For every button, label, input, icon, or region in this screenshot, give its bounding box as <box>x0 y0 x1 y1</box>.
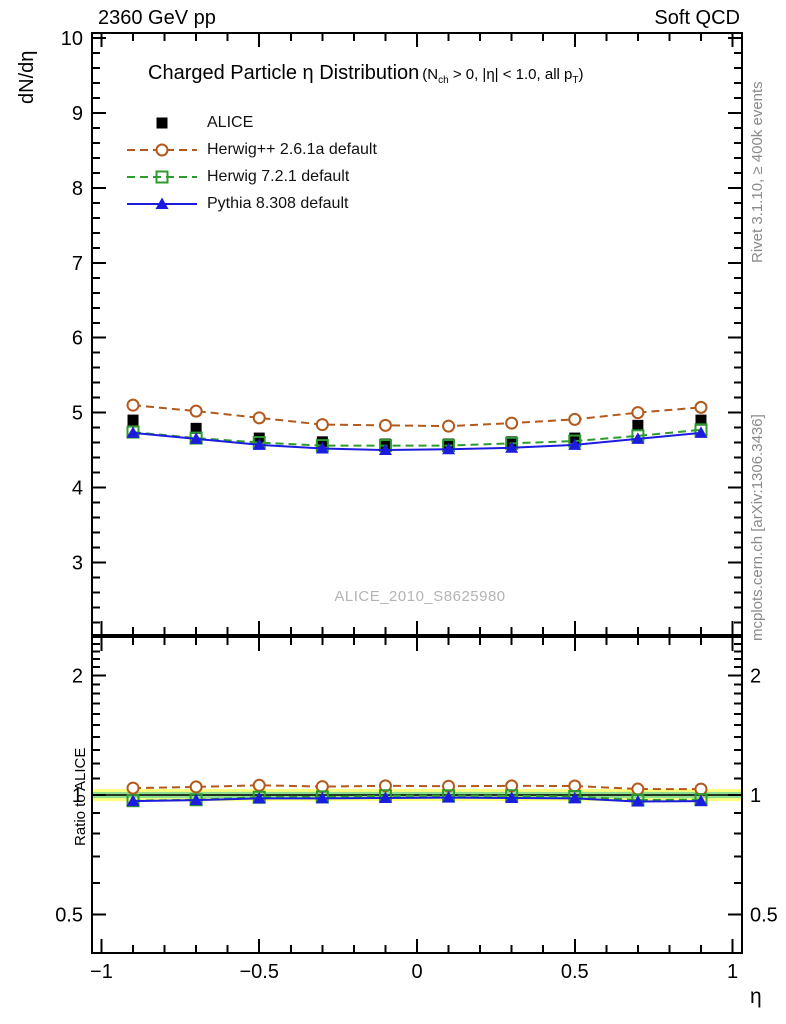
legend: ALICE Herwig++ 2.6.1a default Herwig 7.2.1… <box>127 109 377 217</box>
svg-text:6: 6 <box>72 328 83 350</box>
series-main-alice <box>127 414 707 450</box>
plot-title: Charged Particle η Distribution (Nch > 0… <box>148 62 583 86</box>
legend-label: ALICE <box>207 113 254 131</box>
svg-text:−0.5: −0.5 <box>239 961 278 983</box>
svg-text:4: 4 <box>72 477 83 499</box>
plot-title-condition: (Nch > 0, |η| < 1.0, all pT) <box>422 66 584 86</box>
legend-label: Pythia 8.308 default <box>207 194 349 212</box>
series-main-herwig-7-2-1-default <box>126 423 708 453</box>
series-main-pythia-8-308-default <box>126 426 708 456</box>
axis-ticks <box>92 33 742 954</box>
svg-text:1: 1 <box>750 785 761 807</box>
series-main-herwig-2-6-1a-default <box>126 398 708 433</box>
mcplots-reference-label: mcplots.cern.ch [arXiv:1306.3436] <box>749 414 766 641</box>
svg-text:−1: −1 <box>90 961 113 983</box>
svg-text:1: 1 <box>72 785 83 807</box>
svg-text:1: 1 <box>727 961 738 983</box>
legend-item: ALICE <box>127 109 377 136</box>
svg-text:10: 10 <box>61 28 83 50</box>
x-axis-title: η <box>750 985 762 1008</box>
legend-item: Pythia 8.308 default <box>127 190 377 217</box>
legend-marker-triangle-filled <box>127 197 197 209</box>
svg-text:0.5: 0.5 <box>750 905 778 927</box>
svg-text:5: 5 <box>72 403 83 425</box>
legend-item: Herwig++ 2.6.1a default <box>127 136 377 163</box>
svg-text:0.5: 0.5 <box>561 961 589 983</box>
series-ratio-pythia-8-308-default <box>126 791 708 807</box>
svg-text:9: 9 <box>72 103 83 125</box>
svg-text:2: 2 <box>750 665 761 687</box>
legend-item: Herwig 7.2.1 default <box>127 163 377 190</box>
legend-marker-circle-open <box>127 143 197 156</box>
legend-marker-square-open <box>127 170 197 183</box>
legend-marker-square-filled <box>156 117 168 128</box>
legend-label: Herwig++ 2.6.1a default <box>207 140 377 158</box>
axis-tick-labels: 3 4 5 6 7 8 9 10 0.5 0.5 1 1 2 2 −1 −0.5 0 0.5 1 <box>55 28 778 983</box>
y-axis-title-main: dN/dη <box>16 50 38 104</box>
plot-title-main: Charged Particle η Distribution <box>148 62 420 84</box>
analysis-watermark: ALICE_2010_S8625980 <box>334 588 506 605</box>
process-group-label: Soft QCD <box>654 7 740 29</box>
y-axis-title-ratio: Ratio to ALICE <box>72 747 89 846</box>
svg-text:2: 2 <box>72 665 83 687</box>
svg-text:8: 8 <box>72 178 83 200</box>
svg-text:0: 0 <box>411 961 422 983</box>
legend-label: Herwig 7.2.1 default <box>207 167 350 185</box>
beam-energy-label: 2360 GeV pp <box>98 7 216 29</box>
svg-text:3: 3 <box>72 552 83 574</box>
svg-text:7: 7 <box>72 253 83 275</box>
svg-text:0.5: 0.5 <box>55 905 83 927</box>
rivet-version-label: Rivet 3.1.10, ≥ 400k events <box>749 81 766 263</box>
